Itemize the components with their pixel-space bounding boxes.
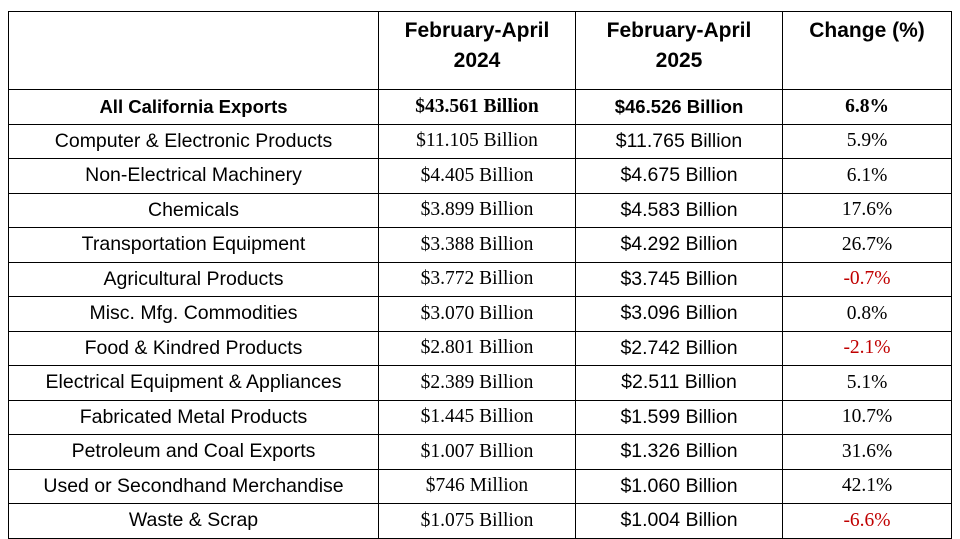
cell-value-2025: $4.675 Billion <box>575 158 783 194</box>
cell-value-2024: $2.389 Billion <box>378 365 576 401</box>
cell-value-2024: $746 Million <box>378 468 576 504</box>
cell-change: 10.7% <box>782 399 952 435</box>
table-body: All California Exports $43.561 Billion $46… <box>8 89 952 539</box>
header-period-2024-line2: 2024 <box>453 49 501 72</box>
table-row: Electrical Equipment & Appliances $2.389 … <box>8 365 952 401</box>
exports-comparison-table: February-April 2024 February-April 2025 … <box>8 11 952 539</box>
cell-value-2024: $43.561 Billion <box>378 89 576 125</box>
cell-value-2025: $2.742 Billion <box>575 330 783 366</box>
table-row: Waste & Scrap $1.075 Billion $1.004 Billio… <box>8 503 952 539</box>
cell-change: 6.8% <box>782 89 952 125</box>
table-header: February-April 2024 February-April 2025 … <box>8 11 952 90</box>
cell-value-2025: $1.326 Billion <box>575 434 783 470</box>
cell-value-2024: $3.070 Billion <box>378 296 576 332</box>
header-period-2024-line1: February-April <box>404 19 550 42</box>
cell-category: Transportation Equipment <box>8 227 379 263</box>
cell-change: 26.7% <box>782 227 952 263</box>
cell-category: Non-Electrical Machinery <box>8 158 379 194</box>
cell-category: Fabricated Metal Products <box>8 399 379 435</box>
cell-value-2025: $11.765 Billion <box>575 123 783 159</box>
header-period-2025: February-April 2025 <box>575 11 783 90</box>
cell-value-2024: $1.007 Billion <box>378 434 576 470</box>
header-category <box>8 11 379 90</box>
cell-value-2024: $3.772 Billion <box>378 261 576 297</box>
cell-category: Food & Kindred Products <box>8 330 379 366</box>
cell-value-2025: $1.599 Billion <box>575 399 783 435</box>
cell-change: 17.6% <box>782 192 952 228</box>
table-row: Food & Kindred Products $2.801 Billion $2.… <box>8 330 952 366</box>
table-row: Petroleum and Coal Exports $1.007 Billion… <box>8 434 952 470</box>
cell-change: -6.6% <box>782 503 952 539</box>
cell-change: 5.9% <box>782 123 952 159</box>
cell-category: Petroleum and Coal Exports <box>8 434 379 470</box>
cell-change: -2.1% <box>782 330 952 366</box>
table-row: Computer & Electronic Products $11.105 Bi… <box>8 123 952 159</box>
table-row: Fabricated Metal Products $1.445 Billion $… <box>8 399 952 435</box>
header-period-2025-line1: February-April <box>606 19 752 42</box>
cell-change: 31.6% <box>782 434 952 470</box>
cell-value-2025: $3.745 Billion <box>575 261 783 297</box>
cell-value-2024: $2.801 Billion <box>378 330 576 366</box>
cell-value-2024: $1.445 Billion <box>378 399 576 435</box>
cell-value-2024: $11.105 Billion <box>378 123 576 159</box>
cell-category: Electrical Equipment & Appliances <box>8 365 379 401</box>
cell-value-2025: $46.526 Billion <box>575 89 783 125</box>
cell-category: Computer & Electronic Products <box>8 123 379 159</box>
table-row: Used or Secondhand Merchandise $746 Milli… <box>8 468 952 504</box>
table-row: Transportation Equipment $3.388 Billion $4… <box>8 227 952 263</box>
cell-value-2024: $1.075 Billion <box>378 503 576 539</box>
cell-value-2025: $4.583 Billion <box>575 192 783 228</box>
cell-change: -0.7% <box>782 261 952 297</box>
cell-value-2024: $3.899 Billion <box>378 192 576 228</box>
cell-value-2025: $4.292 Billion <box>575 227 783 263</box>
table-row: Non-Electrical Machinery $4.405 Billion $4… <box>8 158 952 194</box>
header-row: February-April 2024 February-April 2025 … <box>8 11 952 90</box>
table-row-total: All California Exports $43.561 Billion $46… <box>8 89 952 125</box>
cell-change: 6.1% <box>782 158 952 194</box>
cell-change: 42.1% <box>782 468 952 504</box>
table-row: Misc. Mfg. Commodities $3.070 Billion $3.0… <box>8 296 952 332</box>
cell-value-2025: $1.060 Billion <box>575 468 783 504</box>
cell-value-2025: $1.004 Billion <box>575 503 783 539</box>
cell-category: Chemicals <box>8 192 379 228</box>
cell-category: Waste & Scrap <box>8 503 379 539</box>
cell-category: Agricultural Products <box>8 261 379 297</box>
header-period-2024: February-April 2024 <box>378 11 576 90</box>
cell-change: 0.8% <box>782 296 952 332</box>
header-period-2025-line2: 2025 <box>655 49 703 72</box>
table-row: Agricultural Products $3.772 Billion $3.74… <box>8 261 952 297</box>
header-change: Change (%) <box>782 11 952 90</box>
cell-value-2025: $3.096 Billion <box>575 296 783 332</box>
cell-change: 5.1% <box>782 365 952 401</box>
table-row: Chemicals $3.899 Billion $4.583 Billion 17.… <box>8 192 952 228</box>
cell-category: Used or Secondhand Merchandise <box>8 468 379 504</box>
cell-value-2025: $2.511 Billion <box>575 365 783 401</box>
cell-value-2024: $3.388 Billion <box>378 227 576 263</box>
cell-category: All California Exports <box>8 89 379 125</box>
cell-category: Misc. Mfg. Commodities <box>8 296 379 332</box>
cell-value-2024: $4.405 Billion <box>378 158 576 194</box>
